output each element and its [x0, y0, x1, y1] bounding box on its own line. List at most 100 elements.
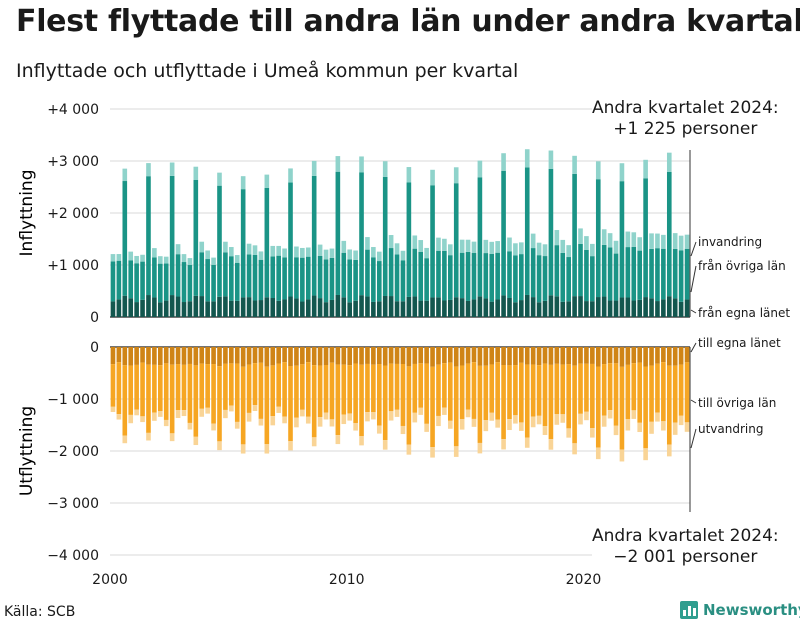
- bar-segment: [270, 416, 276, 426]
- bar-segment: [246, 364, 252, 413]
- bar-segment: [329, 299, 335, 317]
- bar-segment: [365, 249, 370, 297]
- bar-segment: [140, 261, 145, 300]
- bar-segment: [501, 153, 506, 171]
- bar-segment: [335, 347, 341, 365]
- bar-segment: [643, 159, 648, 179]
- bar-segment: [234, 363, 240, 422]
- bar-segment: [542, 426, 548, 435]
- bar-segment: [317, 417, 323, 427]
- bar-segment: [187, 347, 193, 364]
- bar-segment: [513, 347, 518, 366]
- bar-segment: [643, 297, 648, 317]
- bar-segment: [359, 295, 364, 317]
- bar-segment: [341, 240, 347, 253]
- bar-segment: [217, 347, 222, 367]
- bar-segment: [175, 244, 181, 255]
- bar-segment: [288, 182, 293, 297]
- bar-segment: [625, 364, 631, 419]
- bar-segment: [146, 295, 151, 317]
- bar-segment: [347, 249, 353, 260]
- bar-segment: [601, 296, 607, 317]
- bar-segment: [625, 297, 631, 317]
- bar-segment: [601, 415, 607, 427]
- bar-segment: [140, 416, 145, 423]
- bar-segment: [359, 172, 364, 296]
- y-axis-title: Utflyttning: [17, 406, 37, 496]
- y-tick-label: 0: [90, 340, 99, 356]
- bar-segment: [442, 363, 447, 408]
- bar-segment: [655, 233, 660, 249]
- bar-segment: [578, 243, 583, 297]
- bar-segment: [110, 347, 116, 365]
- bar-segment: [513, 415, 518, 424]
- bar-segment: [613, 363, 619, 426]
- bar-segment: [554, 296, 560, 317]
- bar-segment: [412, 412, 418, 423]
- bar-segment: [418, 407, 424, 415]
- bar-segment: [294, 365, 299, 418]
- bar-segment: [507, 297, 512, 317]
- bar-segment: [442, 300, 447, 317]
- bar-segment: [181, 262, 187, 303]
- bar-segment: [146, 364, 151, 433]
- series-label: från egna länet: [698, 306, 790, 320]
- bar-segment: [181, 302, 187, 317]
- bar-segment: [625, 231, 631, 248]
- bar-segment: [678, 235, 684, 251]
- bar-segment: [294, 257, 299, 299]
- bar-segment: [223, 241, 228, 253]
- bar-segment: [134, 302, 139, 317]
- bar-segment: [376, 364, 382, 426]
- bar-segment: [282, 416, 287, 424]
- bar-segment: [335, 156, 341, 172]
- bar-segment: [643, 347, 648, 367]
- bar-segment: [365, 363, 370, 413]
- bar-segment: [566, 301, 571, 317]
- bar-segment: [371, 347, 376, 365]
- bar-segment: [288, 347, 293, 367]
- bar-segment: [513, 243, 518, 256]
- bar-segment: [649, 248, 654, 299]
- bar-segment: [453, 167, 459, 184]
- series-label: från övriga län: [698, 259, 786, 273]
- bar-segment: [584, 249, 589, 302]
- bar-segment: [643, 366, 648, 449]
- bar-segment: [128, 347, 134, 366]
- bar-segment: [572, 296, 577, 317]
- bar-segment: [412, 347, 418, 364]
- bar-segment: [465, 300, 471, 317]
- bar-segment: [211, 264, 216, 302]
- bar-segment: [524, 364, 530, 438]
- bar-segment: [122, 347, 128, 366]
- bar-segment: [613, 300, 619, 317]
- bar-segment: [601, 244, 607, 297]
- bar-segment: [418, 347, 424, 364]
- bar-segment: [513, 302, 518, 317]
- bar-segment: [341, 414, 347, 425]
- brand-logo[interactable]: Newsworthy: [680, 601, 800, 619]
- bar-segment: [400, 347, 406, 365]
- bar-segment: [223, 347, 228, 364]
- series-label-leader: [690, 241, 697, 257]
- bar-chart-icon: [680, 601, 698, 619]
- bar-segment: [542, 256, 548, 301]
- bar-segment: [471, 418, 477, 427]
- bar-segment: [394, 301, 400, 317]
- bar-segment: [424, 363, 429, 424]
- bar-segment: [146, 176, 151, 296]
- bar-segment: [128, 251, 134, 261]
- bar-segment: [388, 363, 394, 412]
- bar-segment: [376, 251, 382, 262]
- bar-segment: [329, 257, 335, 300]
- bar-segment: [252, 245, 258, 255]
- bar-segment: [619, 163, 625, 182]
- bar-segment: [649, 233, 654, 249]
- bar-segment: [341, 347, 347, 365]
- bar-segment: [323, 364, 329, 413]
- bar-segment: [217, 441, 222, 451]
- bar-segment: [217, 296, 222, 317]
- bar-segment: [542, 244, 548, 257]
- bar-segment: [678, 415, 684, 426]
- bar-segment: [459, 239, 465, 253]
